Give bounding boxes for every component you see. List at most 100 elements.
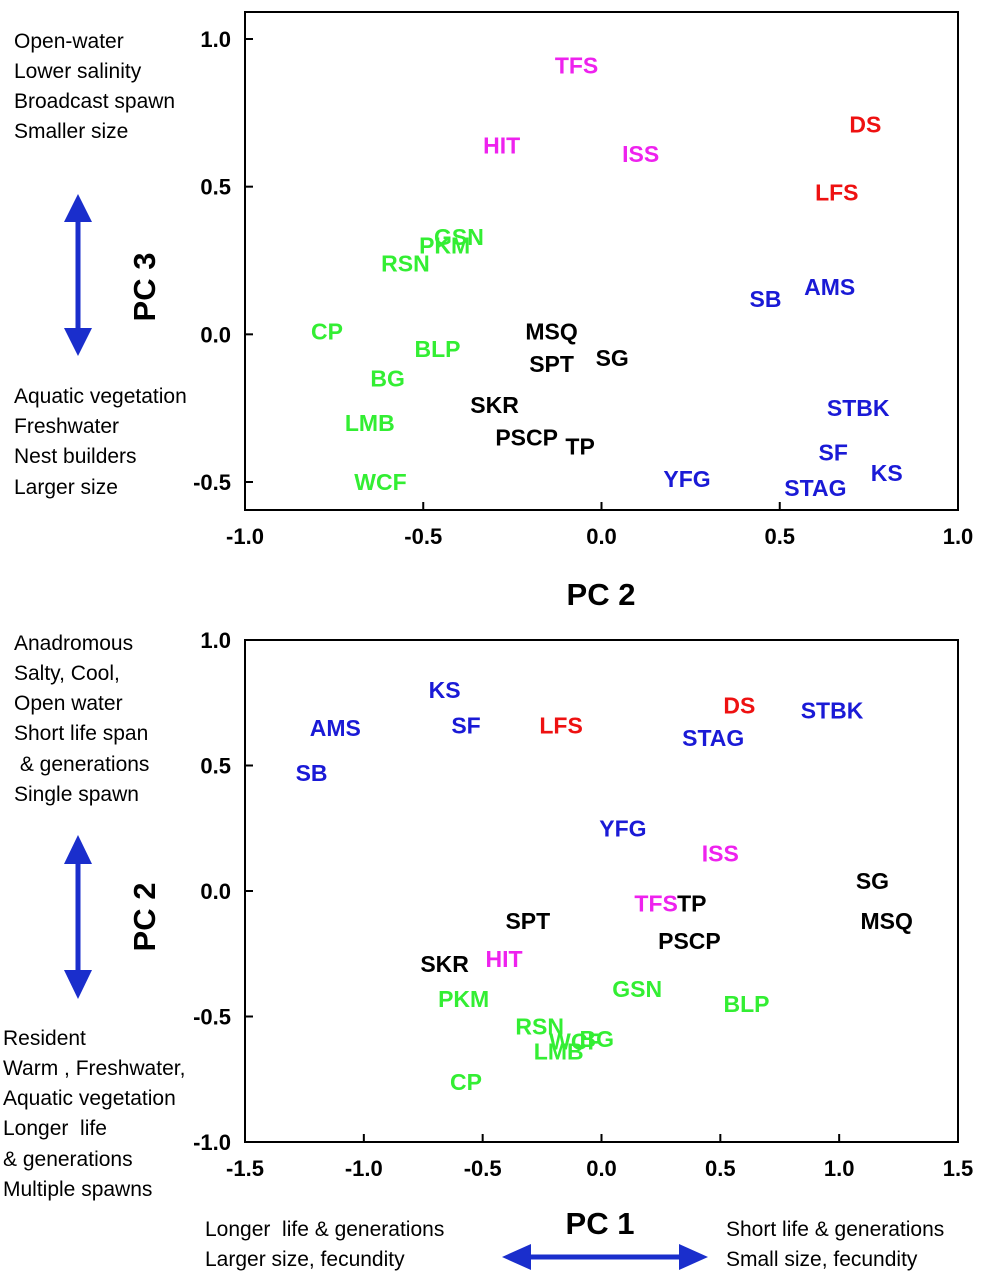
point-label-iss: ISS [622,141,659,167]
annotation-line: Longer life & generations [205,1218,444,1241]
point-label-sb: SB [750,286,782,312]
x-tick-label: 0.0 [586,524,617,549]
y-tick-label: 0.5 [200,754,231,779]
annotation-line: Larger size [14,476,118,499]
x-tick-label: -0.5 [404,524,442,549]
double-arrow-vertical-icon [64,835,92,999]
y-annotation-bottom: Resident Warm , Freshwater, Aquatic vege… [3,1027,185,1201]
point-label-pkm: PKM [419,233,470,259]
x-tick-label: -1.0 [226,524,264,549]
point-label-cp: CP [450,1069,482,1095]
point-label-tfs: TFS [634,891,677,917]
annotation-line: Longer life [3,1117,107,1140]
point-label-stag: STAG [682,725,744,751]
point-label-sf: SF [819,439,848,465]
point-label-tp: TP [677,891,706,917]
x-annotation-left: Longer life & generations Larger size, f… [205,1218,444,1271]
annotation-line: & generations [3,1148,133,1171]
point-label-bg: BG [579,1026,614,1052]
annotation-line: Open-water [14,30,124,53]
point-label-bg: BG [370,366,405,392]
x-tick-label: -1.5 [226,1156,264,1181]
point-label-rsn: RSN [381,250,430,276]
point-label-wcf: WCF [354,469,406,495]
annotation-line: Short life & generations [726,1218,944,1241]
y-annotation-top: Anadromous Salty, Cool, Open water Short… [14,632,149,806]
annotation-line: Smaller size [14,120,128,143]
data-points: KS STBK DS AMS SF LFS STAG SB YFG ISS SG TFS TP SPT MS… [296,677,913,1095]
point-label-lmb: LMB [345,410,395,436]
x-tick-labels: -1.0 -0.5 0.0 0.5 1.0 [226,502,973,549]
annotation-line: Salty, Cool, [14,662,120,685]
point-label-sg: SG [856,868,889,894]
annotation-line: Open water [14,692,123,715]
point-label-wcf: WCF [549,1029,601,1055]
point-label-hit: HIT [483,132,520,158]
x-tick-label: 0.5 [705,1156,736,1181]
double-arrow-vertical-icon [64,194,92,356]
x-tick-label: 1.5 [943,1156,974,1181]
annotation-line: Multiple spawns [3,1178,152,1201]
annotation-line: Nest builders [14,445,137,468]
point-label-sf: SF [451,712,480,738]
point-label-pscp: PSCP [658,928,721,954]
x-tick-label: 1.0 [824,1156,855,1181]
x-tick-label: -0.5 [464,1156,502,1181]
y-tick-labels: 1.0 0.5 0.0 -0.5 [193,27,253,495]
point-label-tfs: TFS [555,53,598,79]
annotation-line: Lower salinity [14,60,142,83]
point-label-spt: SPT [529,351,574,377]
x-axis-title: PC 1 [566,1206,635,1241]
y-tick-label: 0.0 [200,879,231,904]
point-label-stbk: STBK [801,697,864,723]
y-annotation-top: Open-water Lower salinity Broadcast spaw… [14,30,175,143]
point-label-ds: DS [723,692,755,718]
y-tick-label: -0.5 [193,470,231,495]
annotation-line: Single spawn [14,783,139,806]
x-annotation-right: Short life & generations Small size, fec… [726,1218,944,1271]
point-label-iss: ISS [702,840,739,866]
point-label-stbk: STBK [827,395,890,421]
y-tick-label: -0.5 [193,1005,231,1030]
point-label-sg: SG [596,345,629,371]
chart-pc1-pc2: -1.5 -1.0 -0.5 0.0 0.5 1.0 1.5 1.00.50.0-0.5-1… [3,628,973,1271]
x-tick-label: 0.5 [764,524,795,549]
point-label-sb: SB [296,760,328,786]
x-axis-title: PC 2 [567,577,636,612]
y-tick-label: 1.0 [200,628,231,653]
x-tick-label: 1.0 [943,524,974,549]
y-tick-label: 0.5 [200,175,231,200]
point-label-hit: HIT [486,946,523,972]
point-label-spt: SPT [505,908,550,934]
annotation-line: Resident [3,1027,86,1050]
annotation-line: Aquatic vegetation [14,385,187,408]
annotation-line: Broadcast spawn [14,90,175,113]
point-label-cp: CP [311,318,343,344]
point-label-tp: TP [565,434,594,460]
annotation-line: Warm , Freshwater, [3,1057,185,1080]
point-label-lfs: LFS [539,712,582,738]
x-tick-labels: -1.5 -1.0 -0.5 0.0 0.5 1.0 1.5 [226,1134,973,1181]
point-label-ams: AMS [804,274,855,300]
y-annotation-bottom: Aquatic vegetation Freshwater Nest build… [14,385,187,499]
point-label-lfs: LFS [815,180,858,206]
annotation-line: Freshwater [14,415,119,438]
y-tick-label: -1.0 [193,1130,231,1155]
chart-pc2-pc3: -1.0 -0.5 0.0 0.5 1.0 1.0 0.5 0.0 -0.5 TFS DS HIT… [14,11,973,612]
point-label-msq: MSQ [861,908,913,934]
point-label-ams: AMS [310,715,361,741]
x-tick-label: -1.0 [345,1156,383,1181]
annotation-line: Anadromous [14,632,133,655]
point-label-skr: SKR [470,392,519,418]
annotation-line: Short life span [14,722,148,745]
x-tick-label: 0.0 [586,1156,617,1181]
y-axis-title: PC 3 [127,253,162,322]
point-label-stag: STAG [784,475,846,501]
point-label-lmb: LMB [534,1039,584,1065]
point-label-ds: DS [849,112,881,138]
y-tick-label: 1.0 [200,27,231,52]
point-label-gsn: GSN [612,976,662,1002]
annotation-line: Small size, fecundity [726,1248,918,1271]
point-label-yfg: YFG [599,815,646,841]
